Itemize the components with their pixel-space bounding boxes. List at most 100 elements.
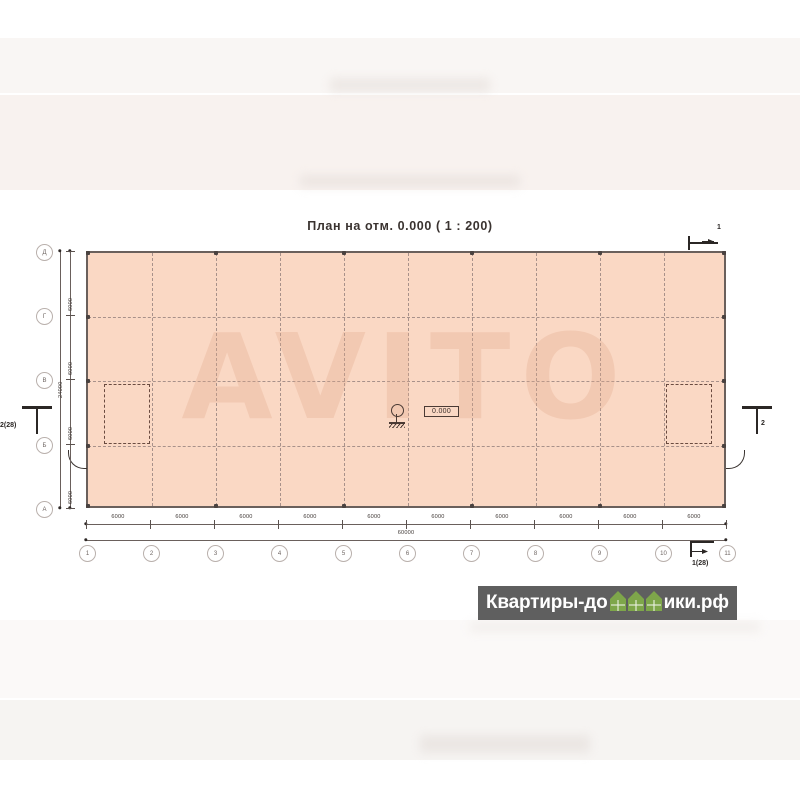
- scan-band-upper: [0, 38, 800, 93]
- section-mark-label: 2(28): [0, 422, 17, 429]
- elevation-symbol-icon: [388, 404, 410, 430]
- column-dot: [722, 379, 726, 383]
- dimension-line-left-total: [60, 251, 62, 508]
- grid-line-vertical: [536, 253, 537, 506]
- axis-bubble-1[interactable]: 1: [79, 545, 96, 562]
- axis-bubble-d[interactable]: Д: [36, 244, 53, 261]
- dimension-endpoint: [68, 506, 72, 510]
- room-outline-left: [104, 384, 150, 444]
- dimension-endpoint: [724, 538, 728, 542]
- axis-bubble-g[interactable]: Г: [36, 308, 53, 325]
- grid-line-vertical: [600, 253, 601, 506]
- grid-line-vertical: [344, 253, 345, 506]
- dimension-tick: [66, 508, 75, 510]
- axis-bubble-3[interactable]: 3: [207, 545, 224, 562]
- dimension-tick: [66, 379, 75, 381]
- grid-line-horizontal: [88, 317, 724, 318]
- dimension-endpoint: [84, 538, 88, 542]
- dimension-label: 6000: [68, 361, 74, 375]
- axis-bubble-2[interactable]: 2: [143, 545, 160, 562]
- dimension-tick: [214, 520, 216, 529]
- column-dot: [214, 251, 218, 255]
- dimension-endpoint: [84, 522, 88, 526]
- dimension-label-total: 24000: [58, 381, 64, 398]
- column-dot: [214, 504, 218, 508]
- dimension-label-total: 60000: [397, 530, 415, 536]
- scan-smudge-3: [420, 735, 590, 753]
- section-mark-label: 2: [761, 420, 765, 427]
- scan-smudge-2: [300, 175, 520, 187]
- axis-bubble-6[interactable]: 6: [399, 545, 416, 562]
- dimension-label: 6000: [623, 514, 637, 520]
- dimension-label: 6000: [68, 490, 74, 504]
- axis-bubble-10[interactable]: 10: [655, 545, 672, 562]
- column-dot: [598, 251, 602, 255]
- dimension-tick: [470, 520, 472, 529]
- column-dot: [722, 444, 726, 448]
- room-outline-right: [666, 384, 712, 444]
- dimension-tick: [726, 520, 728, 529]
- dimension-label: 6000: [239, 514, 253, 520]
- dimension-endpoint: [724, 522, 728, 526]
- building-slab: [86, 251, 726, 508]
- site-watermark-prefix: Квартиры-до: [486, 592, 608, 613]
- dimension-tick: [406, 520, 408, 529]
- axis-bubble-9[interactable]: 9: [591, 545, 608, 562]
- column-dot: [598, 504, 602, 508]
- site-watermark-bar: Квартиры-до ики.рф: [478, 586, 737, 620]
- scan-band-top: [0, 95, 800, 190]
- dimension-tick: [598, 520, 600, 529]
- axis-bubble-11[interactable]: 11: [719, 545, 736, 562]
- grid-line-vertical: [408, 253, 409, 506]
- column-dot: [470, 504, 474, 508]
- axis-bubble-7[interactable]: 7: [463, 545, 480, 562]
- dimension-label: 6000: [303, 514, 317, 520]
- dimension-label: 6000: [559, 514, 573, 520]
- dimension-label: 6000: [495, 514, 509, 520]
- axis-bubble-v[interactable]: В: [36, 372, 53, 389]
- dimension-tick: [278, 520, 280, 529]
- column-dot: [722, 504, 726, 508]
- dimension-tick: [66, 251, 75, 253]
- axis-bubble-4[interactable]: 4: [271, 545, 288, 562]
- house-icon: [609, 588, 663, 618]
- column-dot: [86, 315, 90, 319]
- column-dot: [342, 504, 346, 508]
- elevation-value-box: 0.000: [424, 406, 460, 417]
- dimension-tick: [86, 520, 88, 529]
- grid-line-vertical: [152, 253, 153, 506]
- axis-bubble-a[interactable]: А: [36, 501, 53, 518]
- dimension-label: 6000: [367, 514, 381, 520]
- dimension-label: 6000: [687, 514, 701, 520]
- grid-line-horizontal: [88, 381, 724, 382]
- scan-band-bottom: [0, 700, 800, 760]
- column-dot: [342, 251, 346, 255]
- column-dot: [470, 251, 474, 255]
- dimension-label: 6000: [68, 297, 74, 311]
- dimension-tick: [662, 520, 664, 529]
- grid-line-vertical: [216, 253, 217, 506]
- axis-bubble-b[interactable]: Б: [36, 437, 53, 454]
- axis-bubble-5[interactable]: 5: [335, 545, 352, 562]
- column-dot: [722, 315, 726, 319]
- column-dot: [86, 251, 90, 255]
- dimension-label: 6000: [111, 514, 125, 520]
- section-mark-label: 1: [717, 224, 721, 231]
- plan-title: План на отм. 0.000 ( 1 : 200): [307, 219, 493, 233]
- grid-line-vertical: [472, 253, 473, 506]
- section-mark-label: 1(28): [692, 560, 709, 567]
- column-dot: [86, 379, 90, 383]
- dimension-endpoint: [58, 506, 62, 510]
- dimension-tick: [66, 315, 75, 317]
- site-watermark-suffix: ики.рф: [663, 592, 729, 613]
- scan-band-lower: [0, 620, 800, 698]
- dimension-label: 6000: [431, 514, 445, 520]
- grid-line-vertical: [280, 253, 281, 506]
- dimension-line-total-bottom: [86, 540, 726, 542]
- grid-line-horizontal: [88, 446, 724, 447]
- dimension-tick: [534, 520, 536, 529]
- scan-smudge-4: [470, 622, 760, 632]
- column-dot: [86, 444, 90, 448]
- axis-bubble-8[interactable]: 8: [527, 545, 544, 562]
